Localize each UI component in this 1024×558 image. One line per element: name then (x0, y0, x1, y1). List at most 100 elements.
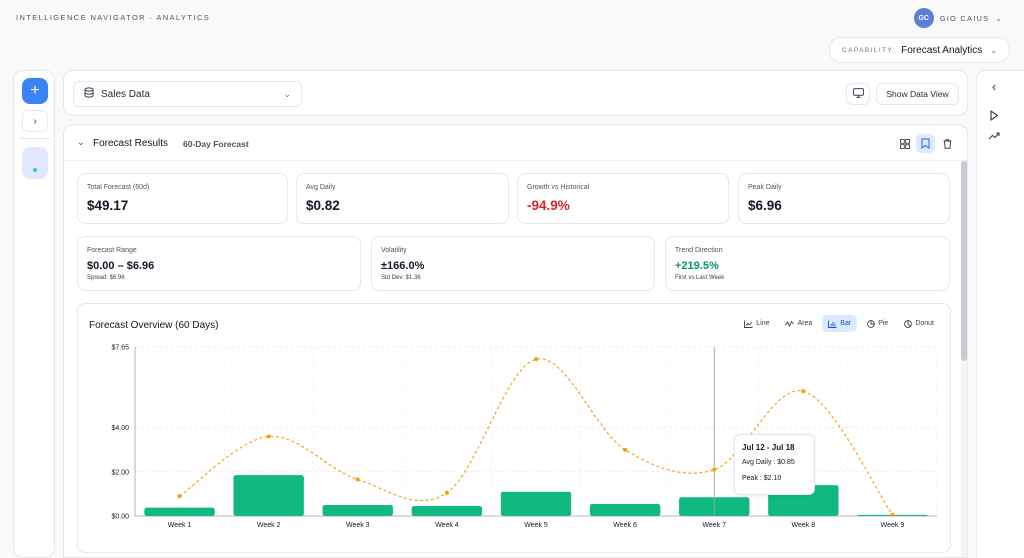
results-title: Forecast Results (93, 138, 169, 149)
metric-label: Forecast Range (87, 247, 137, 254)
area-chart-icon (785, 320, 795, 327)
chart-title: Forecast Overview (60 Days) (89, 320, 219, 331)
user-name[interactable]: GIO CAIUS (939, 13, 990, 23)
grid-view-icon[interactable] (895, 134, 914, 153)
play-icon[interactable] (977, 110, 1011, 124)
trend-icon[interactable] (977, 131, 1011, 143)
metric-card: Total Forecast (60d) $49.17 (77, 173, 288, 224)
metric-subtext: First vs Last Week (675, 275, 725, 281)
metric-card: Growth vs Historical -94.9% (517, 173, 729, 224)
data-source-panel: Sales Data ⌄ Show Data View (63, 70, 968, 116)
user-menu[interactable]: GC GIO CAIUS ⌄ (913, 8, 1002, 28)
app-title: INTELLIGENCE NAVIGATOR · ANALYTICS (16, 13, 211, 22)
chart-bar (322, 504, 393, 516)
metric-subtext: Std Dev: $1.36 (381, 275, 421, 281)
tooltip-avg-daily: Avg Daily : $0.85 (742, 459, 795, 466)
x-tick-label: Week 8 (792, 522, 816, 529)
chevron-down-icon[interactable]: ⌄ (990, 45, 997, 55)
series-point (890, 512, 895, 517)
tooltip-title: Jul 12 - Jul 18 (742, 443, 795, 452)
metric-card: Avg Daily $0.82 (296, 173, 509, 224)
tooltip-peak: Peak : $2.10 (742, 475, 782, 482)
chart-tooltip: Jul 12 - Jul 18 Avg Daily : $0.85 Peak :… (734, 434, 815, 495)
metric-label: Total Forecast (60d) (87, 184, 150, 191)
metric-label: Avg Daily (306, 184, 336, 191)
monitor-icon (852, 85, 864, 103)
expand-sidebar-button[interactable]: › (22, 110, 48, 132)
divider (20, 138, 50, 139)
chevron-down-icon[interactable]: ⌄ (283, 88, 291, 99)
data-source-value[interactable]: Sales Data (101, 88, 150, 100)
chart-type-donut-button[interactable]: Donut (898, 315, 940, 332)
x-tick-label: Week 7 (702, 522, 726, 529)
left-rail: + › (13, 70, 55, 558)
results-header: ⌄ Forecast Results 60-Day Forecast (64, 125, 967, 161)
chart-type-label: Line (756, 320, 770, 327)
line-chart-icon (744, 320, 753, 328)
collapse-chevron-icon[interactable]: ⌄ (77, 137, 85, 147)
y-tick-label: $0.00 (111, 514, 129, 521)
donut-chart-icon (904, 319, 913, 328)
database-icon (84, 87, 94, 101)
forecast-results-panel: ⌄ Forecast Results 60-Day Forecast Total… (63, 124, 968, 558)
forecast-chart-card: Forecast Overview (60 Days) Line Area Ba… (77, 303, 951, 553)
presentation-button[interactable] (846, 83, 870, 105)
metric-value: -94.9% (527, 198, 570, 213)
series-point (444, 490, 449, 495)
x-tick-label: Week 9 (881, 522, 905, 529)
metric-value: $0.00 – $6.96 (87, 260, 155, 272)
series-line (179, 358, 893, 516)
x-tick-label: Week 6 (613, 522, 637, 529)
scroll-thumb[interactable] (961, 161, 967, 361)
new-item-button[interactable]: + (22, 78, 48, 104)
series-point (623, 447, 628, 452)
forecast-chart: $0.00 $2.00 $4.00 $7.65 Week 1 Week 2 Week 3 We… (111, 345, 938, 529)
collapse-panel-icon[interactable]: ‹ (991, 79, 997, 94)
x-tick-label: Week 2 (257, 522, 281, 529)
metric-label: Volatility (381, 247, 407, 254)
chart-bar (233, 475, 304, 516)
metric-value: $0.82 (306, 198, 340, 213)
metric-value: +219.5% (675, 260, 719, 272)
series-point (534, 357, 538, 362)
show-data-view-button[interactable]: Show Data View (876, 83, 959, 105)
trash-icon[interactable] (938, 134, 957, 153)
x-tick-label: Week 3 (346, 522, 370, 529)
metric-label: Trend Direction (675, 247, 723, 254)
metric-subtext: Spread: $6.96 (87, 275, 125, 281)
chart-bar (500, 491, 572, 516)
metric-value: ±166.0% (381, 260, 425, 272)
metric-value: $49.17 (87, 198, 129, 213)
results-subtitle: 60-Day Forecast (183, 138, 249, 149)
capability-value[interactable]: Forecast Analytics (901, 44, 983, 56)
metric-label: Growth vs Historical (527, 184, 590, 191)
chart-bar (589, 503, 661, 516)
chart-type-label: Pie (878, 320, 889, 327)
avatar[interactable]: GC (913, 8, 934, 28)
chart-type-label: Bar (840, 320, 852, 327)
chart-type-label: Area (797, 320, 813, 327)
metric-card: Volatility ±166.0% Std Dev: $1.36 (371, 236, 655, 291)
right-rail: ‹ (976, 70, 1024, 558)
chart-type-pie-button[interactable]: Pie (861, 315, 894, 332)
data-source-select[interactable]: Sales Data ⌄ (73, 81, 302, 107)
chart-type-line-button[interactable]: Line (738, 315, 775, 332)
chart-bar (411, 506, 483, 516)
x-tick-label: Week 5 (524, 522, 548, 529)
scrollbar[interactable] (961, 161, 967, 557)
chart-type-label: Donut (915, 320, 934, 327)
bookmark-icon[interactable] (916, 134, 935, 153)
y-tick-label: $2.00 (111, 469, 129, 476)
x-tick-label: Week 4 (435, 522, 459, 529)
chart-type-switcher: Line Area Bar Pie Donut (738, 315, 940, 332)
metric-card: Peak Daily $6.96 (738, 173, 950, 224)
series-point (266, 434, 271, 439)
metric-value: $6.96 (748, 198, 782, 213)
chart-type-area-button[interactable]: Area (779, 315, 818, 332)
capability-selector[interactable]: CAPABILITY Forecast Analytics ⌄ (829, 37, 1010, 63)
rail-item-active[interactable] (22, 147, 48, 179)
chart-bar (144, 507, 215, 516)
chart-type-bar-button[interactable]: Bar (822, 315, 858, 332)
pie-chart-icon (867, 319, 876, 328)
chevron-down-icon[interactable]: ⌄ (995, 13, 1002, 23)
